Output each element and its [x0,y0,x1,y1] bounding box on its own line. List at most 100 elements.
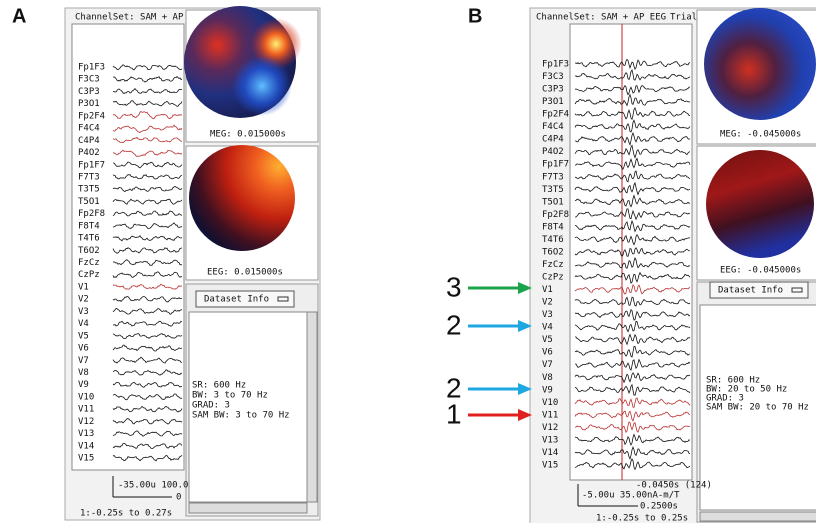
info-line: SAM BW: 20 to 70 Hz [706,403,809,413]
trace [112,454,183,462]
trace [574,85,691,96]
trace [574,433,691,446]
arrow-head [518,383,532,395]
trace [112,430,183,437]
trace [574,106,691,121]
scrollbar[interactable] [188,502,308,514]
trace [112,259,183,266]
trace [113,161,183,169]
arrow-number: 3 [446,271,462,302]
info-line: GRAD: 3 [192,401,230,411]
trace [112,198,183,205]
trace [112,344,183,352]
channel-label: V3 [78,307,89,317]
channel-label: V5 [542,335,553,345]
channel-label: Fp1F3 [542,60,569,70]
trace [112,75,183,83]
meg-label: MEG: 0.015000s [210,130,286,140]
trace [112,369,183,376]
channel-label: V6 [542,348,553,358]
arrow-head [518,409,532,421]
channel-label: V14 [542,448,558,458]
trace [574,219,691,233]
info-line: SAM BW: 3 to 70 Hz [192,411,290,421]
channel-label: Fp1F7 [78,160,105,170]
dropdown-icon [791,287,803,293]
trace [574,445,691,461]
channel-label: F3C3 [542,72,564,82]
panel-label: A [12,5,26,27]
trace [575,208,691,221]
channel-label: C4P4 [78,136,100,146]
channel-label: V12 [542,423,558,433]
info-line: BW: 20 to 50 Hz [706,385,787,395]
trace [574,296,691,307]
channel-label: V7 [542,360,553,370]
trace [112,320,183,327]
dropdown-label[interactable]: Dataset Info [718,286,783,296]
channel-label: F4C4 [542,122,564,132]
channel-label: V2 [78,295,89,305]
channel-label: V8 [78,368,89,378]
trace [112,356,183,364]
trace [574,308,691,321]
scrollbar[interactable] [306,311,318,503]
trace [112,222,183,230]
info-line: SR: 600 Hz [192,381,246,391]
arrow-number: 2 [446,309,462,340]
scale-label: -35.00u 100.0 [118,481,188,491]
channel-label: V6 [78,344,89,354]
channel-label: F3C3 [78,75,100,85]
trace [112,283,183,290]
dropdown[interactable] [709,281,809,299]
channel-label: Fp2F4 [78,111,105,121]
trace [112,111,183,120]
channel-label: C3P3 [542,85,564,95]
dropdown-icon [277,296,289,302]
trace [574,247,691,257]
trace [112,247,183,254]
dropdown[interactable] [195,290,295,308]
dropdown-label[interactable]: Dataset Info [204,295,269,305]
trace [112,295,183,303]
channel-label: T5O1 [78,197,100,207]
channel-label: V12 [78,417,94,427]
channel-label: V2 [542,298,553,308]
scrollbar[interactable] [699,511,816,522]
channel-label: F7T3 [542,172,564,182]
info-line: SR: 600 Hz [706,376,760,386]
trace [112,149,183,157]
arrow-head [518,320,532,332]
channel-label: V3 [542,310,553,320]
channel-label: V13 [542,435,558,445]
trace [574,257,691,269]
trace [112,333,183,340]
arrow-number: 2 [446,372,462,403]
channel-label: V9 [78,380,89,390]
trace [574,181,691,196]
trace [574,69,691,81]
channel-label: V7 [78,356,89,366]
channel-label: V4 [542,323,553,333]
trace [574,170,691,183]
trace [112,136,183,144]
trace [112,443,183,450]
figure-content: A ChannelSet: SAM + AP MEG: 0.015000s EE… [12,5,816,523]
trace [574,93,691,107]
channel-label: V1 [78,282,89,292]
channel-label: T3T5 [78,185,100,195]
trace [574,119,691,133]
trace [112,405,183,413]
trace [574,358,691,371]
channel-set: ChannelSet: SAM + AP EEG [536,13,666,23]
channel-label: C3P3 [78,87,100,97]
channel-label: Fp2F8 [78,209,105,219]
eeg-topomap [706,150,814,258]
channel-label: Fp2F4 [542,110,569,120]
trace [112,87,183,94]
channel-label: CzPz [78,270,100,280]
channel-label: P3O1 [542,97,564,107]
channel-label: FzCz [78,258,100,268]
channel-label: V11 [542,410,558,420]
